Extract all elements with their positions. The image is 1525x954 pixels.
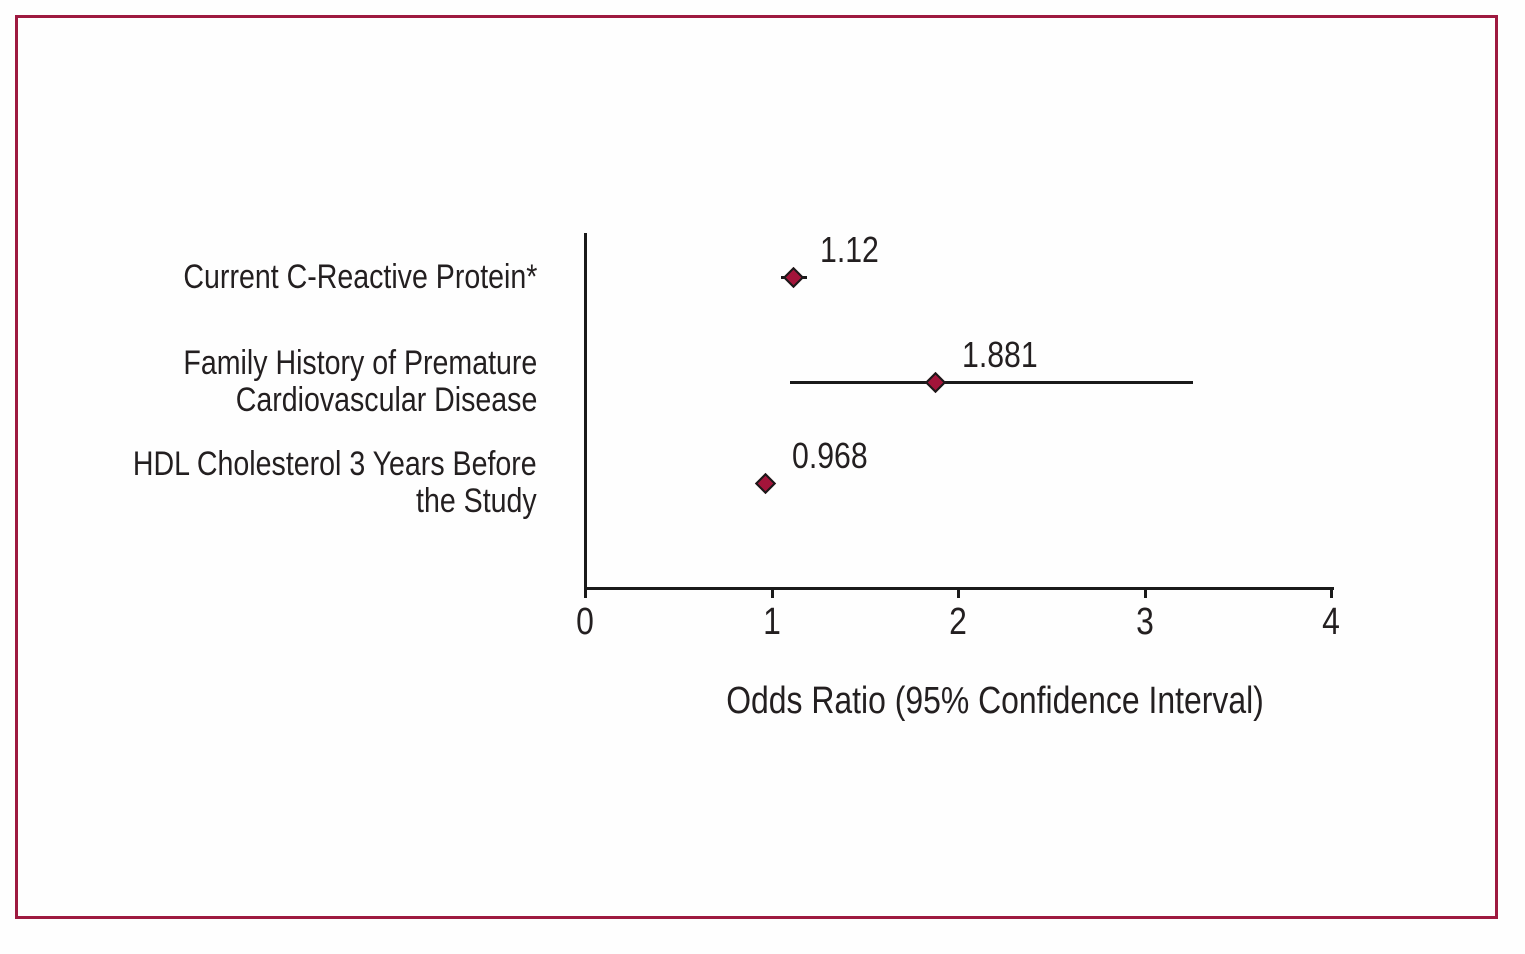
odds-ratio-value-label: 1.881 [961, 334, 1038, 375]
x-axis-tick-label: 1 [762, 601, 781, 643]
x-axis-tick-label: 2 [949, 601, 967, 643]
x-axis-tick-mark [1143, 587, 1147, 598]
x-axis-tick-label: 0 [576, 601, 594, 643]
row-category-label-line: HDL Cholesterol 3 Years Before [133, 445, 537, 483]
y-axis-line [584, 233, 587, 589]
figure-border [15, 15, 1498, 919]
x-axis-tick-mark [584, 587, 587, 598]
row-category-label-line: Family History of Premature [183, 344, 537, 382]
odds-ratio-value-label: 0.968 [791, 435, 868, 476]
row-category-label-line: the Study [416, 482, 537, 520]
x-axis-tick-label: 4 [1322, 601, 1340, 643]
x-axis-tick-mark [770, 587, 774, 598]
x-axis-tick-label: 3 [1135, 601, 1154, 643]
row-category-label: Current C-Reactive Protein* [183, 257, 537, 296]
x-axis-tick-mark [957, 587, 960, 598]
row-category-label: Family History of Premature Cardiovascula… [183, 345, 537, 419]
x-axis-title: Odds Ratio (95% Confidence Interval) [726, 680, 1264, 722]
row-category-label-line: Cardiovascular Disease [235, 381, 537, 419]
confidence-interval-line [790, 381, 1193, 384]
row-category-label-line: Current C-Reactive Protein* [183, 257, 537, 296]
x-axis-tick-mark [1330, 587, 1333, 598]
row-category-label: HDL Cholesterol 3 Years Before the Study [133, 446, 537, 520]
odds-ratio-value-label: 1.12 [819, 229, 879, 270]
